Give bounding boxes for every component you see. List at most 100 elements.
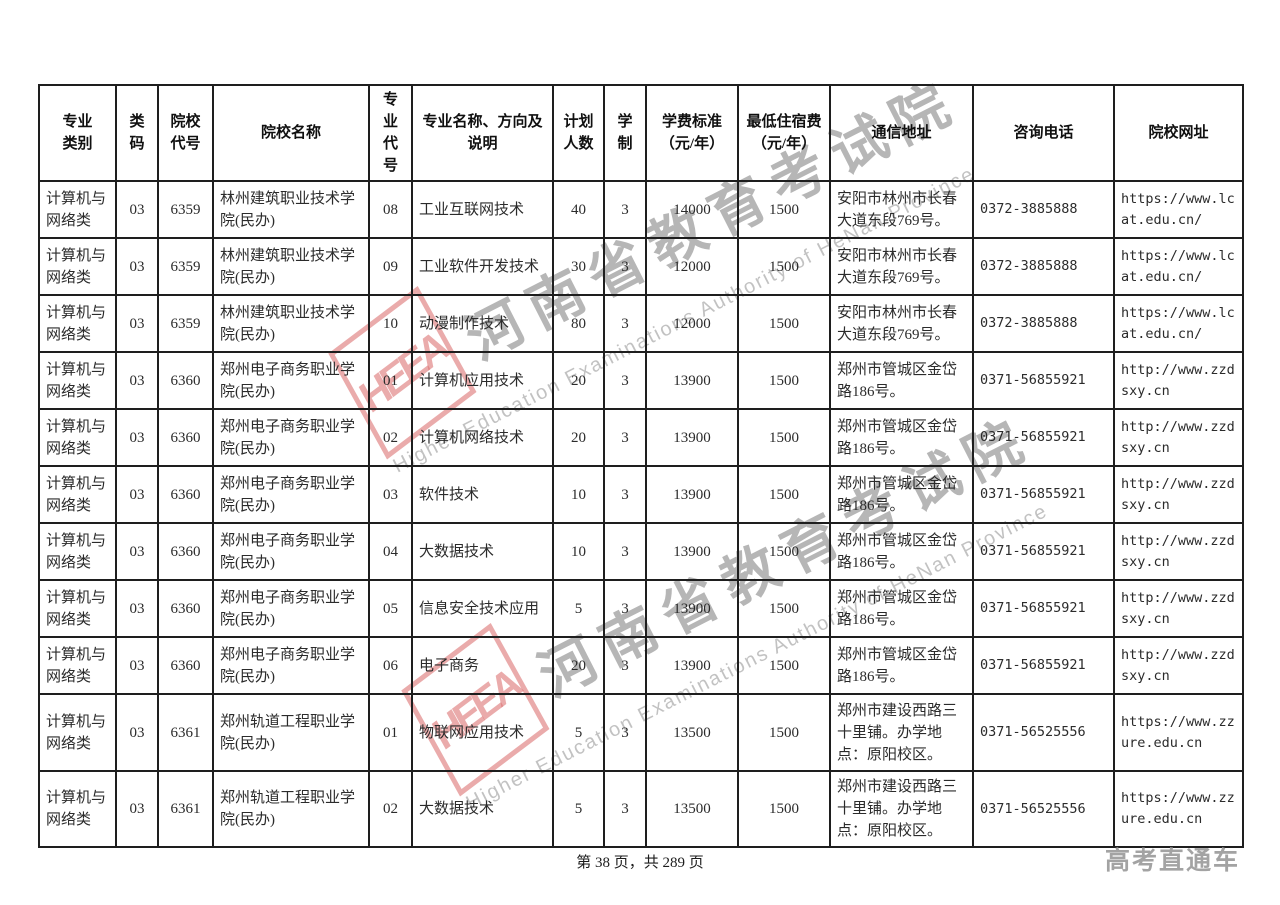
cell-dorm-fee: 1500 [737, 465, 831, 524]
cell-college-code: 6359 [157, 180, 214, 239]
cell-major-name: 大数据技术 [411, 522, 554, 581]
cell-plan-count: 20 [552, 408, 605, 467]
cell-major-name: 电子商务 [411, 636, 554, 695]
cell-major-code: 09 [368, 237, 413, 296]
cell-phone: 0372-3885888 [972, 180, 1115, 239]
cell-class-code: 03 [115, 408, 159, 467]
column-header-class-code: 类码 [115, 84, 159, 182]
cell-major-code: 06 [368, 636, 413, 695]
cell-phone: 0371-56855921 [972, 579, 1115, 638]
cell-major-name: 计算机应用技术 [411, 351, 554, 410]
cell-website: http://www.zzdsxy.cn [1113, 636, 1244, 695]
column-header-major-name: 专业名称、方向及 说明 [411, 84, 554, 182]
cell-duration: 3 [603, 522, 647, 581]
cell-address: 郑州市建设西路三十里铺。办学地点：原阳校区。 [829, 770, 974, 848]
cell-category: 计算机与网络类 [38, 522, 117, 581]
cell-college-code: 6360 [157, 636, 214, 695]
table-row: 计算机与网络类 03 6360 郑州电子商务职业学院(民办) 03 软件技术 10 3 1390… [38, 465, 1244, 524]
cell-college-name: 林州建筑职业技术学院(民办) [212, 294, 370, 353]
cell-major-code: 02 [368, 770, 413, 848]
cell-major-name: 动漫制作技术 [411, 294, 554, 353]
cell-major-code: 05 [368, 579, 413, 638]
cell-duration: 3 [603, 351, 647, 410]
cell-phone: 0372-3885888 [972, 294, 1115, 353]
cell-dorm-fee: 1500 [737, 579, 831, 638]
cell-plan-count: 30 [552, 237, 605, 296]
cell-major-name: 软件技术 [411, 465, 554, 524]
cell-address: 郑州市管城区金岱路186号。 [829, 351, 974, 410]
cell-class-code: 03 [115, 693, 159, 772]
cell-college-code: 6361 [157, 693, 214, 772]
cell-website: http://www.zzdsxy.cn [1113, 465, 1244, 524]
cell-address: 郑州市管城区金岱路186号。 [829, 636, 974, 695]
cell-plan-count: 20 [552, 351, 605, 410]
cell-plan-count: 40 [552, 180, 605, 239]
cell-duration: 3 [603, 237, 647, 296]
cell-address: 郑州市管城区金岱路186号。 [829, 408, 974, 467]
cell-dorm-fee: 1500 [737, 294, 831, 353]
cell-dorm-fee: 1500 [737, 237, 831, 296]
cell-tuition: 13900 [645, 408, 739, 467]
cell-college-code: 6360 [157, 579, 214, 638]
cell-college-code: 6360 [157, 522, 214, 581]
cell-category: 计算机与网络类 [38, 636, 117, 695]
page-number-info: 第 38 页，共 289 页 [576, 855, 704, 871]
cell-phone: 0372-3885888 [972, 237, 1115, 296]
cell-major-code: 02 [368, 408, 413, 467]
cell-dorm-fee: 1500 [737, 522, 831, 581]
cell-address: 安阳市林州市长春大道东段769号。 [829, 237, 974, 296]
cell-category: 计算机与网络类 [38, 579, 117, 638]
cell-phone: 0371-56855921 [972, 636, 1115, 695]
table-row: 计算机与网络类 03 6361 郑州轨道工程职业学院(民办) 02 大数据技术 5 3 1350… [38, 770, 1244, 848]
cell-major-name: 计算机网络技术 [411, 408, 554, 467]
cell-tuition: 13900 [645, 579, 739, 638]
cell-college-name: 郑州电子商务职业学院(民办) [212, 465, 370, 524]
cell-college-name: 郑州电子商务职业学院(民办) [212, 579, 370, 638]
cell-dorm-fee: 1500 [737, 408, 831, 467]
cell-major-name: 工业软件开发技术 [411, 237, 554, 296]
cell-phone: 0371-56855921 [972, 351, 1115, 410]
cell-duration: 3 [603, 636, 647, 695]
cell-address: 郑州市建设西路三十里铺。办学地点：原阳校区。 [829, 693, 974, 772]
cell-website: http://www.zzdsxy.cn [1113, 351, 1244, 410]
column-header-college-name: 院校名称 [212, 84, 370, 182]
cell-category: 计算机与网络类 [38, 237, 117, 296]
cell-plan-count: 5 [552, 579, 605, 638]
cell-category: 计算机与网络类 [38, 351, 117, 410]
cell-class-code: 03 [115, 237, 159, 296]
cell-plan-count: 10 [552, 465, 605, 524]
cell-plan-count: 20 [552, 636, 605, 695]
table-row: 计算机与网络类 03 6360 郑州电子商务职业学院(民办) 05 信息安全技术应用 5 3 1… [38, 579, 1244, 638]
brand-mark: 高考直通车 [1104, 847, 1240, 875]
cell-class-code: 03 [115, 770, 159, 848]
cell-college-code: 6360 [157, 408, 214, 467]
cell-tuition: 13900 [645, 465, 739, 524]
cell-duration: 3 [603, 770, 647, 848]
cell-class-code: 03 [115, 294, 159, 353]
column-header-plan-count: 计划 人数 [552, 84, 605, 182]
table-row: 计算机与网络类 03 6360 郑州电子商务职业学院(民办) 01 计算机应用技术 20 3 1… [38, 351, 1244, 410]
cell-college-name: 林州建筑职业技术学院(民办) [212, 237, 370, 296]
cell-website: https://www.lcat.edu.cn/ [1113, 237, 1244, 296]
cell-college-name: 郑州电子商务职业学院(民办) [212, 522, 370, 581]
cell-phone: 0371-56855921 [972, 408, 1115, 467]
cell-website: https://www.zzure.edu.cn [1113, 770, 1244, 848]
cell-duration: 3 [603, 579, 647, 638]
column-header-tuition: 学费标准 （元/年） [645, 84, 739, 182]
cell-category: 计算机与网络类 [38, 465, 117, 524]
cell-major-code: 10 [368, 294, 413, 353]
cell-college-name: 郑州轨道工程职业学院(民办) [212, 693, 370, 772]
cell-duration: 3 [603, 408, 647, 467]
cell-duration: 3 [603, 294, 647, 353]
cell-duration: 3 [603, 180, 647, 239]
cell-website: https://www.lcat.edu.cn/ [1113, 180, 1244, 239]
cell-major-name: 信息安全技术应用 [411, 579, 554, 638]
cell-website: http://www.zzdsxy.cn [1113, 522, 1244, 581]
cell-duration: 3 [603, 465, 647, 524]
cell-website: http://www.zzdsxy.cn [1113, 408, 1244, 467]
table-row: 计算机与网络类 03 6360 郑州电子商务职业学院(民办) 02 计算机网络技术 20 3 1… [38, 408, 1244, 467]
cell-major-code: 03 [368, 465, 413, 524]
column-header-dorm-fee: 最低住宿费 （元/年） [737, 84, 831, 182]
cell-college-code: 6359 [157, 294, 214, 353]
cell-tuition: 13900 [645, 351, 739, 410]
